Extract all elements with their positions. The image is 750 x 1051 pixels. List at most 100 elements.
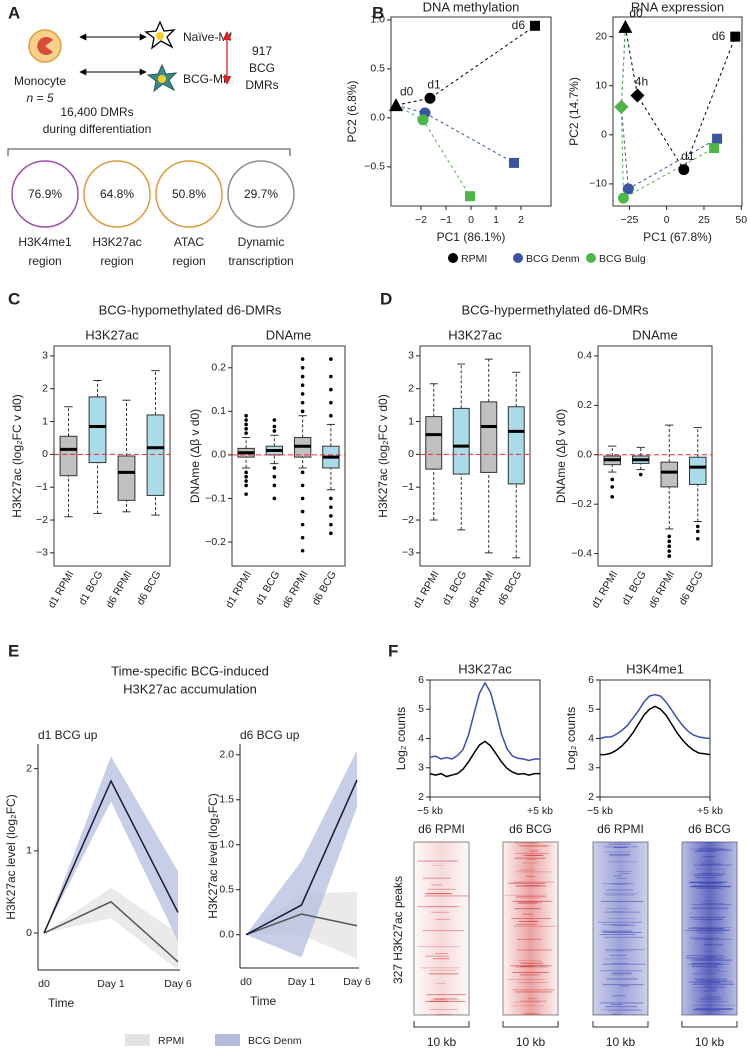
outlier: [329, 413, 333, 418]
chart-title: H3K4me1: [626, 661, 684, 676]
chart-title: DNAme: [266, 327, 312, 342]
connector: [395, 104, 515, 164]
x-tick-label: 50: [735, 214, 747, 226]
y-tick-label: 0.1: [211, 405, 226, 417]
chart-title: DNA methylation: [423, 0, 520, 14]
point-label: d1: [427, 77, 441, 91]
outlier: [244, 413, 248, 418]
plot-frame: [390, 16, 552, 207]
y-tick-label: 6: [588, 674, 594, 686]
y-axis-label: PC2 (14.7%): [567, 77, 581, 146]
heatmap-label: d6 BCG: [688, 822, 731, 836]
overlap-label: Dynamic: [238, 235, 285, 249]
x-tick-label: d6 BCG: [677, 569, 706, 607]
x-axis-label: Time: [250, 994, 277, 1008]
y-tick-label: 3: [418, 762, 424, 774]
plot-frame: [429, 679, 541, 798]
panel-label: B: [372, 3, 384, 22]
plot-frame: [599, 679, 711, 798]
connector: [395, 25, 536, 106]
monocyte-label: Monocyte: [14, 74, 66, 88]
x-tick-label: −25: [620, 214, 638, 226]
box: [688, 456, 707, 485]
plot-frame: [419, 345, 531, 567]
scale-label: 10 kb: [516, 1035, 546, 1049]
scale-label: 10 kb: [606, 1035, 636, 1049]
point: [465, 191, 475, 202]
x-tick-label: −1: [440, 214, 452, 226]
legend-label: RPMI: [158, 1035, 184, 1047]
group-title: BCG-hypomethylated d6-DMRs: [99, 302, 282, 317]
legend-label: BCG Bulg: [599, 253, 646, 265]
x-tick-label: −2: [415, 214, 427, 226]
outlier: [272, 418, 277, 422]
outlier: [244, 426, 248, 431]
point: [618, 19, 633, 33]
outlier: [300, 470, 305, 475]
y-tick-label: 0.2: [577, 399, 592, 411]
y-tick-label: 4: [588, 732, 594, 744]
point: [730, 31, 741, 42]
outlier: [300, 535, 305, 540]
heatmap-label: d6 RPMI: [418, 822, 465, 836]
y-axis-label: H3K27ac (log₂FC v d0): [10, 394, 24, 517]
point: [630, 88, 645, 103]
outlier: [667, 534, 672, 539]
scale-label: 10 kb: [427, 1035, 457, 1049]
x-tick-label: −5 kb: [587, 805, 613, 817]
x-tick-label: d0: [240, 976, 252, 988]
naive-mf-label: Naïve-Mf: [183, 30, 232, 44]
heatmap-fill: [593, 842, 648, 1015]
y-tick-label: 0.0: [370, 112, 385, 124]
outlier: [667, 554, 672, 558]
scale-bar: [413, 1021, 470, 1028]
legend-marker: [586, 253, 596, 263]
outlier: [244, 483, 248, 488]
x-tick-label: d1 RPMI: [589, 569, 620, 610]
overlap-label: H3K4me1: [18, 235, 72, 249]
line: [429, 740, 540, 778]
point: [678, 164, 690, 176]
y-tick-label: 10: [595, 80, 607, 92]
x-tick-label: d6 RPMI: [466, 569, 497, 610]
y-tick-label: −0.2: [205, 536, 226, 548]
outlier: [300, 548, 305, 553]
x-tick-label: d1 RPMI: [46, 569, 77, 610]
y-tick-label: 20: [595, 30, 607, 42]
panel-label: E: [8, 641, 19, 660]
y-tick-label: 2: [42, 382, 48, 394]
y-axis-label: Log₂ counts: [564, 707, 578, 770]
x-tick-label: 2: [518, 214, 524, 226]
bcg-dmrs: DMRs: [245, 78, 278, 92]
point: [530, 20, 540, 31]
panel-label: C: [8, 289, 20, 308]
legend-marker: [513, 253, 523, 263]
scale-bar: [502, 1021, 559, 1028]
box: [146, 414, 165, 496]
x-tick-label: 0: [468, 214, 474, 226]
y-tick-label: 0.5: [370, 63, 385, 75]
x-tick-label: d6 BCG: [134, 569, 163, 607]
x-axis-label: Time: [48, 996, 75, 1010]
overlap-label: region: [100, 254, 133, 268]
outlier: [329, 505, 333, 509]
chart-title: d1 BCG up: [38, 728, 98, 742]
plot-frame: [612, 16, 743, 207]
legend-label: BCG Denm: [526, 253, 580, 265]
y-tick-label: −3: [36, 547, 48, 559]
outlier: [695, 537, 700, 541]
y-tick-label: 0.0: [219, 928, 234, 940]
overlap-value: 50.8%: [172, 187, 206, 201]
n-label: n = 5: [26, 91, 53, 105]
scale-label: 10 kb: [695, 1035, 725, 1049]
overlap-circle: [227, 160, 295, 228]
outlier: [300, 383, 305, 388]
line: [245, 779, 358, 936]
box: [507, 406, 525, 485]
point: [417, 114, 429, 126]
x-tick-label: d1 RPMI: [223, 569, 254, 610]
outlier: [300, 409, 305, 414]
line: [600, 705, 711, 756]
x-tick-label: +5 kb: [527, 805, 553, 817]
point: [712, 133, 723, 144]
